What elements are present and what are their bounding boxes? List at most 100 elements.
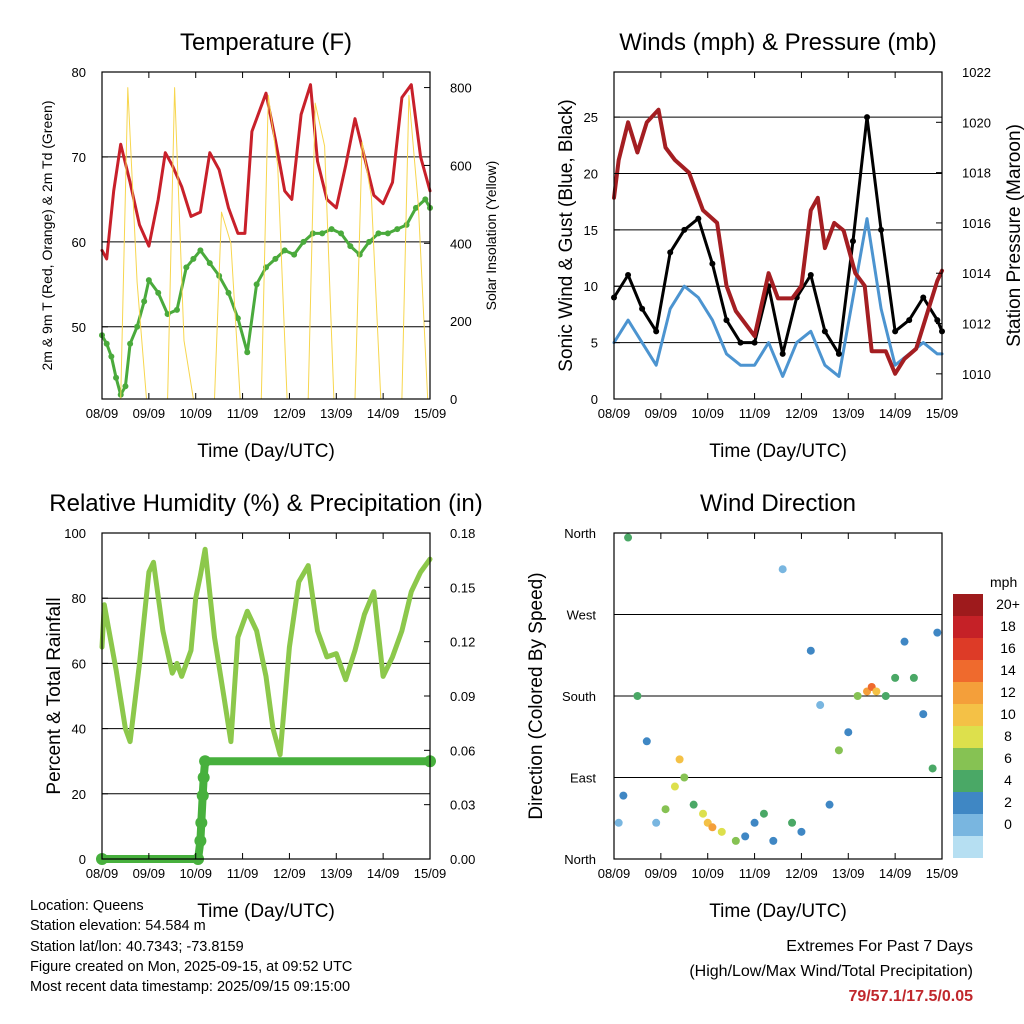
plot-frame-0 [101, 71, 431, 400]
x-tick-label: 10/09 [691, 866, 724, 881]
series-line-1-1 [612, 115, 944, 356]
series-point-1-1-21 [906, 317, 913, 324]
direction-point-3 [633, 692, 642, 700]
y-axis-right-label: Station Pressure (Maroon) [1004, 124, 1024, 347]
colorbar-swatch-5 [953, 704, 983, 726]
y-tick-right-label: 1022 [962, 65, 991, 80]
x-tick-label: 13/09 [320, 406, 353, 421]
direction-point-10 [689, 800, 698, 809]
y-tick-label: 80 [72, 591, 86, 606]
direction-point-16 [741, 832, 750, 841]
series-point-0-1-18 [225, 289, 232, 296]
series-point-0-1-27 [309, 230, 316, 237]
extremes-subtitle: (High/Low/Max Wind/Total Precipitation) [689, 963, 973, 980]
x-tick-label: 12/09 [273, 866, 306, 881]
latlon-text: Station lat/lon: 40.7343; -73.8159 [30, 938, 244, 955]
direction-point-36 [919, 710, 928, 719]
direction-point-20 [778, 565, 787, 574]
x-tick-label: 15/09 [414, 406, 447, 421]
direction-point-0 [614, 818, 623, 827]
direction-point-11 [699, 809, 708, 818]
colorbar-swatch-6 [953, 726, 983, 748]
x-tick-label: 10/09 [179, 866, 212, 881]
direction-point-2 [624, 533, 633, 542]
series-point-2-1-6 [199, 755, 212, 768]
x-tick-label: 14/09 [367, 406, 400, 421]
series-line-1-2 [612, 107, 944, 376]
series-point-1-1-18 [864, 114, 871, 121]
direction-point-4 [642, 737, 651, 746]
plot-frame-2 [101, 532, 431, 860]
direction-point-26 [834, 746, 843, 755]
direction-point-18 [759, 809, 768, 818]
series-point-0-1-28 [319, 230, 326, 237]
x-tick-label: 08/09 [598, 406, 631, 421]
y-tick-right-label: 0 [450, 392, 457, 407]
y-tick-right-label: 1016 [962, 216, 991, 231]
series-point-2-1-2 [194, 834, 207, 847]
series-point-1-1-3 [653, 328, 660, 335]
series-point-0-1-24 [281, 247, 288, 254]
direction-point-23 [806, 646, 815, 655]
series-point-0-1-16 [206, 260, 213, 267]
y-tick-label: North [564, 526, 596, 541]
series-point-0-1-20 [244, 349, 251, 356]
series-point-0-1-35 [384, 230, 391, 237]
y-tick-label: 70 [72, 150, 86, 165]
y-tick-right-label: 200 [450, 314, 472, 329]
direction-point-6 [661, 805, 670, 814]
x-tick-label: 11/09 [227, 406, 259, 421]
colorbar-swatch-11 [953, 836, 983, 858]
x-tick-label: 13/09 [832, 406, 865, 421]
y-tick-label: 10 [584, 279, 598, 294]
x-tick-label: 14/09 [879, 866, 912, 881]
colorbar-label: 2 [1004, 794, 1012, 810]
series-point-1-1-17 [849, 238, 856, 245]
y-tick-label: 80 [72, 65, 86, 80]
chart-title-3: Wind Direction [700, 490, 856, 517]
y-tick-label: 25 [584, 110, 598, 125]
series-line-0-0 [100, 83, 432, 261]
series-point-0-1-31 [347, 243, 354, 250]
y-tick-label: 20 [72, 787, 86, 802]
y-tick-label: 60 [72, 235, 86, 250]
series-line-2-1 [98, 757, 434, 863]
series-point-0-1-7 [134, 323, 141, 330]
series-point-1-1-10 [751, 339, 758, 346]
series-point-0-1-15 [197, 247, 204, 254]
direction-point-25 [825, 800, 834, 809]
y-axis-label: 2m & 9m T (Red, Orange) & 2m Td (Green) [39, 101, 55, 371]
x-tick-label: 13/09 [832, 866, 865, 881]
direction-point-31 [872, 687, 881, 696]
station-info: Location: Queens Station elevation: 54.5… [30, 896, 352, 997]
y-tick-right-label: 0.15 [450, 580, 475, 595]
series-point-0-1-38 [412, 204, 419, 211]
series-point-0-1-9 [145, 277, 152, 284]
y-axis-label: Direction (Colored By Speed) [526, 572, 547, 819]
series-point-0-1-29 [328, 226, 335, 233]
colorbar-label: 18 [1000, 618, 1016, 634]
y-tick-label: 20 [584, 166, 598, 181]
x-tick-label: 08/09 [86, 406, 119, 421]
colorbar-label: 16 [1000, 640, 1016, 656]
x-tick-label: 15/09 [926, 406, 959, 421]
colorbar-label: 8 [1004, 728, 1012, 744]
chart-title-0: Temperature (F) [180, 29, 352, 56]
series-point-1-1-9 [737, 339, 744, 346]
x-tick-label: 13/09 [320, 866, 353, 881]
x-tick-label: 15/09 [926, 866, 959, 881]
direction-point-33 [891, 673, 900, 682]
x-tick-label: 09/09 [645, 866, 678, 881]
direction-point-9 [680, 773, 689, 782]
direction-point-8 [675, 755, 684, 764]
series-point-0-1-23 [272, 255, 279, 262]
x-tick-label: 08/09 [86, 866, 119, 881]
series-line-2-0 [99, 546, 433, 758]
series-point-1-1-16 [835, 350, 842, 357]
colorbar-swatch-4 [953, 682, 983, 704]
x-tick-label: 15/09 [414, 866, 447, 881]
series-line-0-2 [101, 87, 431, 400]
direction-point-34 [900, 637, 909, 646]
y-tick-right-label: 600 [450, 158, 472, 173]
